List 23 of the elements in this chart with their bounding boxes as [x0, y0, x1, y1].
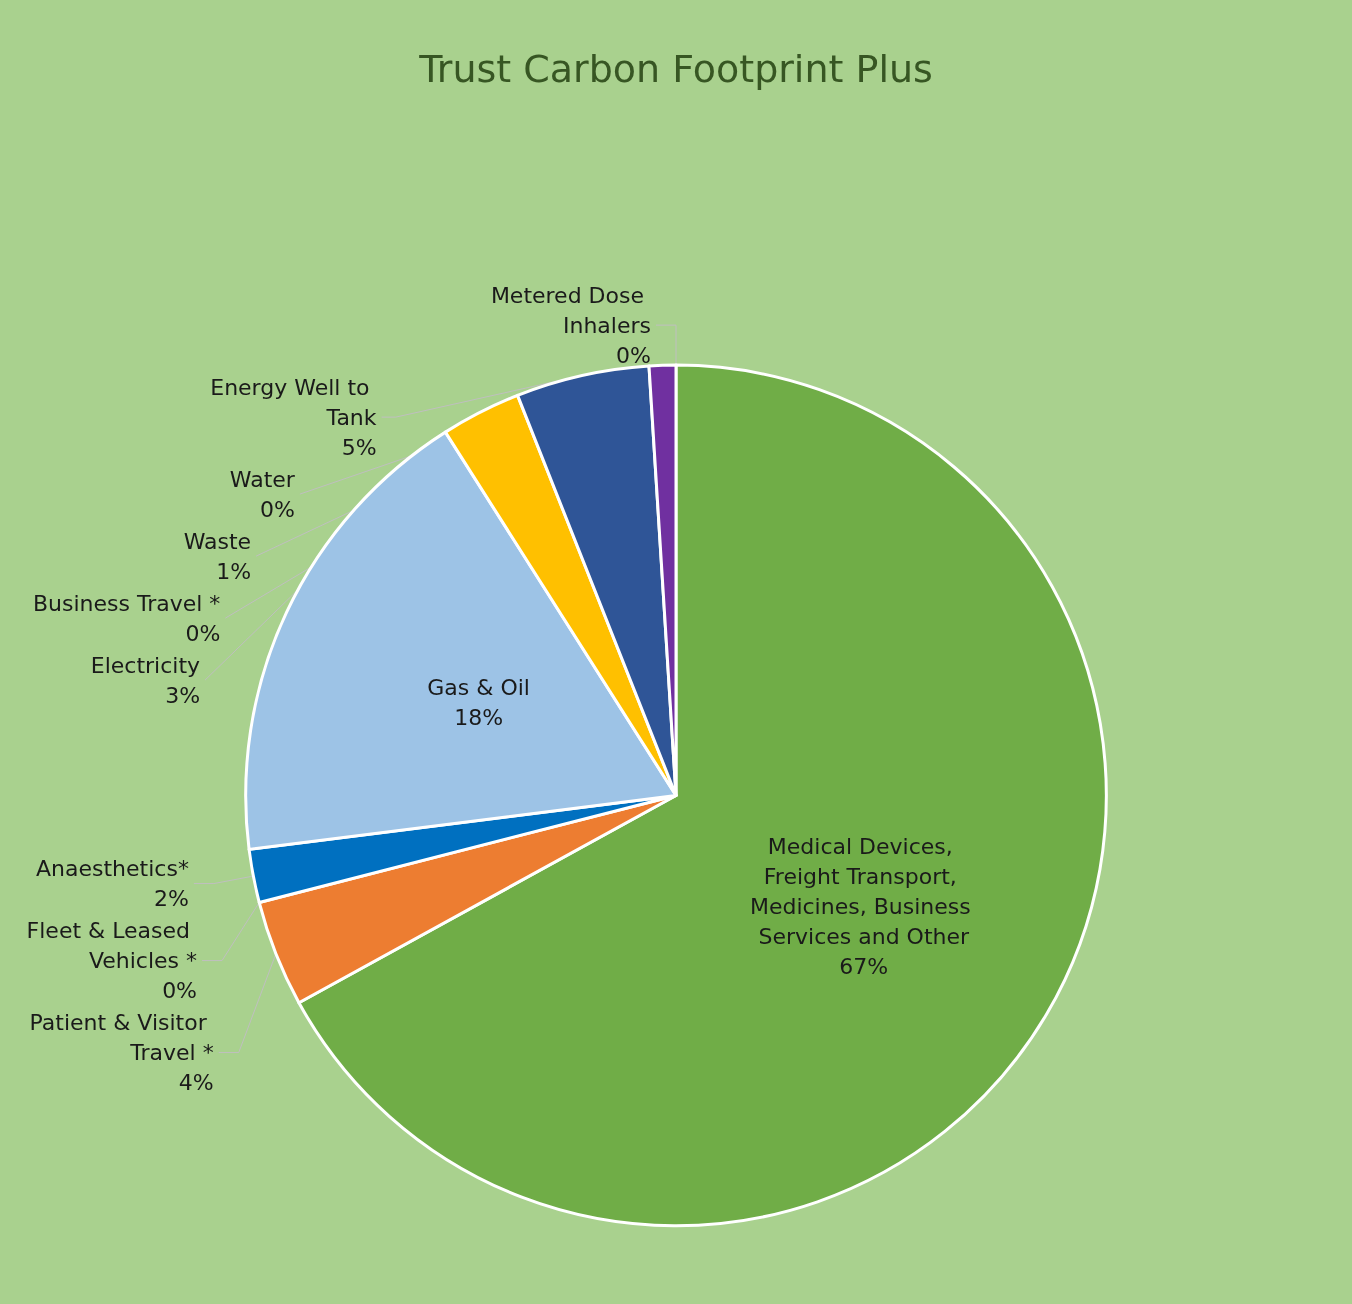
slice-label: Patient & Visitor Travel * — [29, 1010, 214, 1066]
text: 0% — [185, 620, 221, 646]
text: 0% — [259, 496, 295, 522]
slice-label: Electricity — [90, 652, 201, 678]
category-label: Business Travel * — [32, 590, 221, 616]
category-label: Fleet & Leased Vehicles * — [26, 918, 198, 974]
slice-label: Gas & Oil — [427, 675, 530, 701]
data-label: 4% — [178, 1070, 214, 1096]
chart-title: Trust Carbon Footprint Plus — [418, 47, 933, 91]
slice-label: Medical Devices, Freight Transport, Medicines, Business Services and Other — [749, 833, 978, 949]
data-label: 5% — [341, 434, 377, 460]
category-label: Metered Dose Inhalers — [490, 282, 651, 338]
data-label: 18% — [454, 705, 504, 731]
slice-label: Anaesthetics* — [36, 856, 189, 882]
data-label: 2% — [153, 886, 189, 912]
text: 0% — [616, 342, 651, 368]
slice-label: Waste — [183, 528, 252, 554]
data-label: 1% — [216, 558, 252, 584]
slice-label: Energy Well to Tank — [210, 374, 377, 430]
data-label: 3% — [165, 682, 201, 708]
text: 0% — [162, 978, 198, 1004]
data-label: 67% — [839, 953, 889, 979]
category-label: Water — [229, 466, 295, 492]
